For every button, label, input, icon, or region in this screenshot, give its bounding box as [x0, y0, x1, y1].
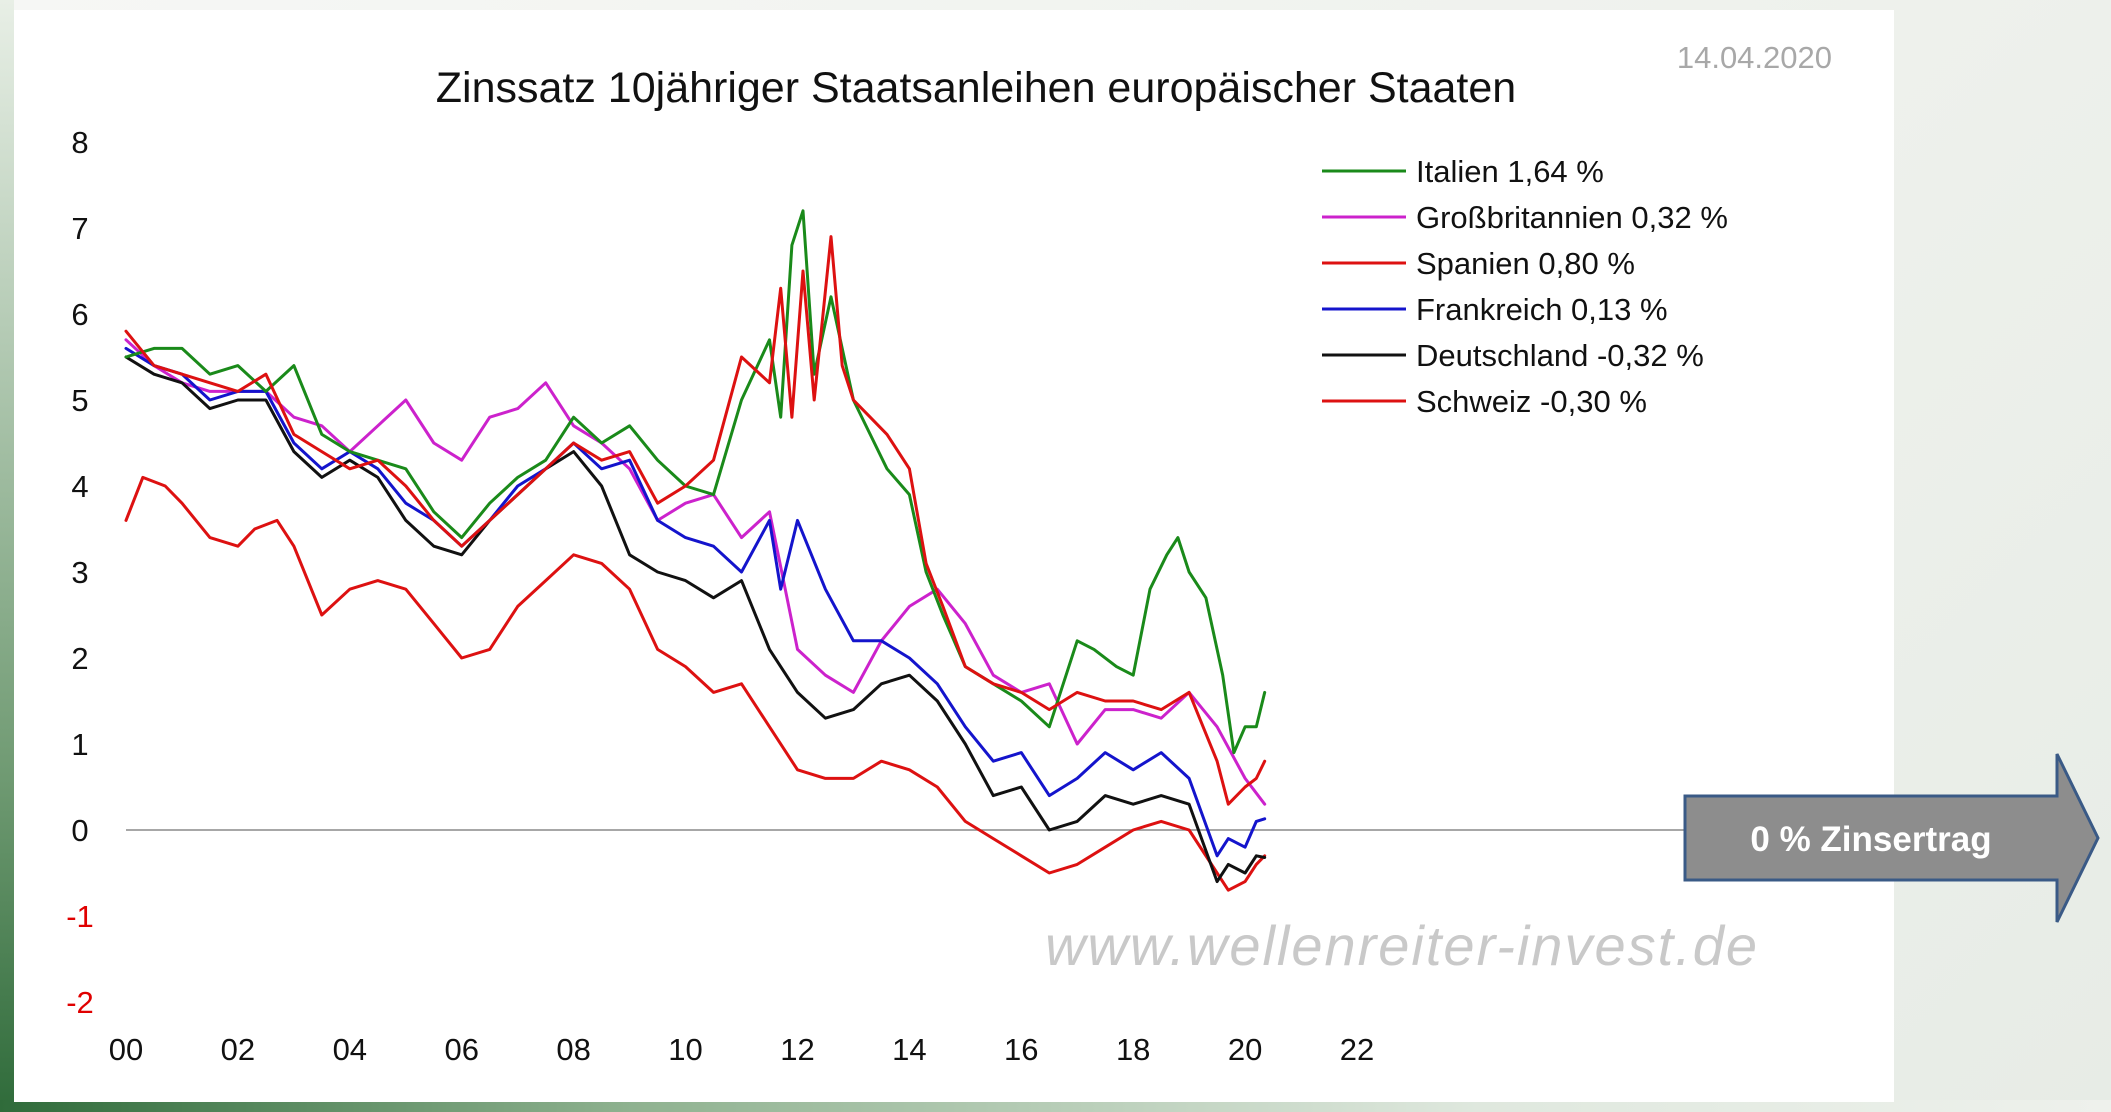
watermark: www.wellenreiter-invest.de [1045, 914, 1759, 977]
x-tick-label: 06 [444, 1032, 478, 1067]
series-layer [124, 209, 1267, 892]
y-tick-label: 2 [71, 641, 88, 676]
series-line-schweiz [124, 475, 1267, 892]
x-tick-label: 22 [1340, 1032, 1374, 1067]
y-tick-label: 7 [71, 211, 88, 246]
chart-date: 14.04.2020 [1677, 40, 1832, 75]
y-tick-label: 0 [71, 813, 88, 848]
x-tick-label: 12 [780, 1032, 814, 1067]
left-decorative-strip [0, 0, 14, 1112]
series-line-spanien [124, 235, 1267, 806]
y-tick-label: -1 [66, 899, 94, 934]
legend-label: Schweiz -0,30 % [1416, 384, 1647, 419]
x-tick-label: 18 [1116, 1032, 1150, 1067]
y-tick-label: 6 [71, 297, 88, 332]
yield-line-chart: Zinssatz 10jähriger Staatsanleihen europ… [66, 40, 1832, 1067]
chart-title: Zinssatz 10jähriger Staatsanleihen europ… [436, 64, 1516, 112]
y-tick-label: 3 [71, 555, 88, 590]
zero-yield-callout: 0 % Zinsertrag [1683, 753, 2100, 923]
y-tick-label: 8 [71, 125, 88, 160]
x-tick-label: 00 [109, 1032, 143, 1067]
y-tick-label: -2 [66, 985, 94, 1020]
y-tick-label: 5 [71, 383, 88, 418]
series-line-italien [124, 209, 1267, 755]
chart-legend: Italien 1,64 % Großbritannien 0,32 % Spani… [1322, 154, 1728, 419]
x-tick-label: 20 [1228, 1032, 1262, 1067]
x-tick-label: 08 [556, 1032, 590, 1067]
series-line-großbritannien [124, 338, 1267, 806]
x-tick-label: 16 [1004, 1032, 1038, 1067]
x-tick-label: 14 [892, 1032, 926, 1067]
legend-label: Italien 1,64 % [1416, 154, 1604, 189]
legend-label: Spanien 0,80 % [1416, 246, 1635, 281]
series-line-frankreich [124, 346, 1267, 858]
legend-label: Frankreich 0,13 % [1416, 292, 1668, 327]
callout-label: 0 % Zinsertrag [1750, 820, 1991, 859]
x-tick-label: 04 [333, 1032, 367, 1067]
chart-panel: Zinssatz 10jähriger Staatsanleihen europ… [14, 10, 1894, 1102]
x-tick-label: 02 [221, 1032, 255, 1067]
legend-label: Großbritannien 0,32 % [1416, 200, 1728, 235]
legend-label: Deutschland -0,32 % [1416, 338, 1704, 373]
x-tick-label: 10 [668, 1032, 702, 1067]
bottom-decorative-strip [0, 1100, 2111, 1112]
y-tick-label: 1 [71, 727, 88, 762]
callout-arrow-icon [1683, 753, 2100, 923]
series-line-deutschland [124, 355, 1267, 884]
y-tick-label: 4 [71, 469, 88, 504]
